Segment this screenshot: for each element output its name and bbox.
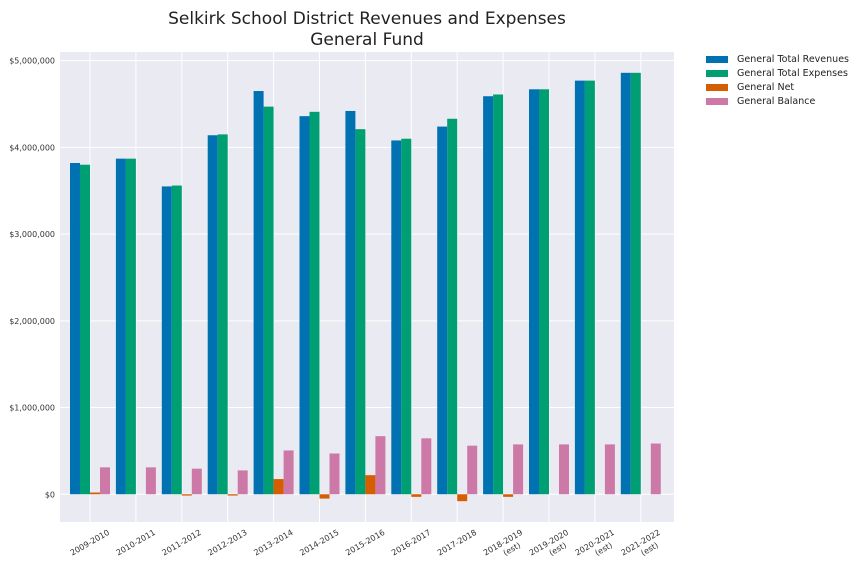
bar-general-total-expenses xyxy=(539,89,549,495)
bar-general-total-expenses xyxy=(125,158,136,495)
bar-general-balance xyxy=(237,470,248,495)
x-tick-label: 2020-2021(est) xyxy=(574,528,621,566)
x-tick-label-line: 2010-2011 xyxy=(115,528,157,558)
bar-general-total-revenues xyxy=(253,91,264,495)
x-tick-label: 2021-2022(est) xyxy=(620,528,667,566)
bar-general-total-expenses xyxy=(630,72,641,495)
bar-general-balance xyxy=(559,444,569,495)
bar-general-balance xyxy=(604,444,615,495)
bar-general-total-expenses xyxy=(263,106,274,495)
x-tick-label: 2012-2013 xyxy=(206,528,248,558)
bar-general-balance xyxy=(191,468,202,495)
y-tick-label: $0 xyxy=(45,490,55,499)
bar-general-net xyxy=(90,492,100,495)
bar-general-net xyxy=(273,479,284,495)
legend-item: General Balance xyxy=(706,94,849,108)
legend-item: General Total Revenues xyxy=(706,52,849,66)
chart-title-line-1: Selkirk School District Revenues and Exp… xyxy=(168,9,566,29)
bar-general-total-expenses xyxy=(493,94,504,495)
bar-general-net xyxy=(319,494,330,499)
bar-general-total-revenues xyxy=(574,80,585,495)
x-tick-label-line: 2011-2012 xyxy=(161,528,203,558)
legend-label: General Balance xyxy=(737,95,816,107)
legend-item: General Net xyxy=(706,80,849,94)
bar-general-total-revenues xyxy=(70,162,80,495)
x-tick-label: 2015-2016 xyxy=(344,528,386,558)
x-tick-label: 2014-2015 xyxy=(298,528,340,558)
legend-label: General Total Revenues xyxy=(737,53,849,65)
y-tick-label: $4,000,000 xyxy=(9,143,55,152)
bar-general-net xyxy=(411,494,422,497)
bar-general-total-expenses xyxy=(401,138,412,495)
bar-general-net xyxy=(365,475,376,495)
bar-general-total-expenses xyxy=(447,118,458,495)
x-tick-label-line: 2017-2018 xyxy=(436,528,478,558)
x-tick-label: 2018-2019(est) xyxy=(482,528,529,566)
bar-general-total-revenues xyxy=(483,96,494,495)
bar-general-net xyxy=(227,494,238,496)
bar-general-balance xyxy=(467,445,478,495)
chart-title-line-2: General Fund xyxy=(310,30,424,50)
bar-general-balance xyxy=(650,443,661,495)
bar-general-net xyxy=(503,494,514,497)
x-tick-label-line: 2014-2015 xyxy=(298,528,340,558)
legend: General Total Revenues General Total Expe… xyxy=(706,52,849,108)
bar-general-total-expenses xyxy=(217,134,228,495)
bar-general-total-expenses xyxy=(171,185,182,495)
legend-swatch xyxy=(706,55,728,63)
bar-general-balance xyxy=(145,467,156,495)
bar-general-total-expenses xyxy=(584,80,595,495)
chart-title: Selkirk School District Revenues and Exp… xyxy=(60,9,674,51)
x-tick-label: 2011-2012 xyxy=(161,528,203,558)
y-tick-label: $5,000,000 xyxy=(9,57,55,66)
y-tick-label: $3,000,000 xyxy=(9,230,55,239)
legend-item: General Total Expenses xyxy=(706,66,849,80)
bar-general-total-revenues xyxy=(115,158,126,495)
legend-label: General Total Expenses xyxy=(737,67,848,79)
y-tick-labels: $0 $1,000,000 $2,000,000 $3,000,000 $4,000,0… xyxy=(9,57,55,500)
bar-general-total-expenses xyxy=(80,164,90,495)
bar-general-total-revenues xyxy=(161,186,172,495)
legend-swatch xyxy=(706,69,728,77)
bar-general-balance xyxy=(283,450,294,495)
legend-swatch xyxy=(706,97,728,105)
x-tick-label: 2017-2018 xyxy=(436,528,478,558)
x-tick-label-line: 2012-2013 xyxy=(206,528,248,558)
x-tick-label-line: 2015-2016 xyxy=(344,528,386,558)
bar-general-balance xyxy=(100,467,110,495)
bar-general-balance xyxy=(329,453,340,495)
x-tick-label-line: 2016-2017 xyxy=(390,528,432,558)
x-tick-labels: 2009-2010 2010-2011 2011-2012 2012-2013 2013… xyxy=(69,528,667,566)
bar-general-balance xyxy=(421,438,432,495)
bar-general-total-revenues xyxy=(437,126,448,495)
x-tick-label: 2013-2014 xyxy=(252,528,294,558)
x-tick-label-line: 2009-2010 xyxy=(69,528,111,558)
x-tick-label: 2016-2017 xyxy=(390,528,432,558)
x-tick-label: 2009-2010 xyxy=(69,528,111,558)
x-tick-label: 2010-2011 xyxy=(115,528,157,558)
bar-general-balance xyxy=(513,444,524,495)
bar-general-total-revenues xyxy=(345,110,356,495)
bar-general-net xyxy=(457,494,468,502)
x-tick-label-line: 2013-2014 xyxy=(252,528,294,558)
bar-general-balance xyxy=(375,436,386,495)
y-tick-label: $2,000,000 xyxy=(9,317,55,326)
legend-label: General Net xyxy=(737,81,795,93)
bar-general-net xyxy=(181,494,192,496)
bar-general-total-expenses xyxy=(309,111,320,495)
bars xyxy=(70,72,661,502)
bar-general-total-revenues xyxy=(620,72,631,495)
y-tick-label: $1,000,000 xyxy=(9,404,55,413)
x-tick-label: 2019-2020(est) xyxy=(528,528,575,566)
bar-general-total-expenses xyxy=(355,129,366,495)
bar-general-total-revenues xyxy=(207,135,218,495)
bar-general-total-revenues xyxy=(391,140,402,495)
bar-general-total-revenues xyxy=(299,116,310,495)
bar-general-total-revenues xyxy=(529,89,539,495)
legend-swatch xyxy=(706,83,728,91)
